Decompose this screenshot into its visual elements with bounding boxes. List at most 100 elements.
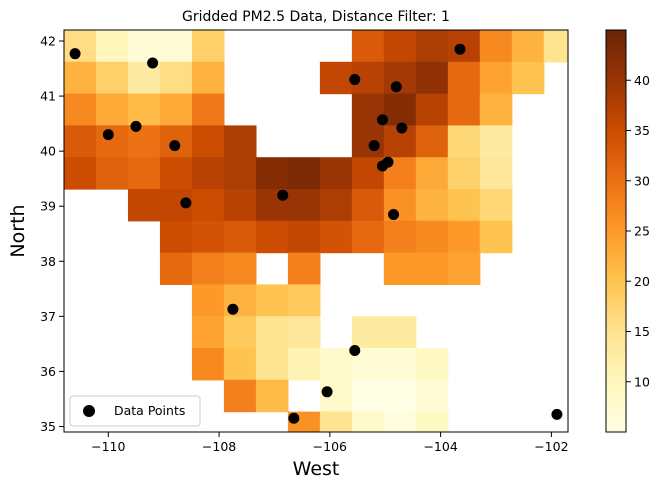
colorbar <box>605 29 627 433</box>
heatmap-cell <box>479 220 513 254</box>
data-point <box>376 160 388 172</box>
heatmap-cell <box>191 93 225 126</box>
y-tick-label: 40 <box>40 144 56 159</box>
heatmap-cell <box>64 157 97 190</box>
heatmap-cell <box>64 125 97 158</box>
heatmap-cell <box>191 348 225 381</box>
heatmap-cell <box>191 30 225 63</box>
data-point <box>227 303 239 315</box>
heatmap-cell <box>415 220 449 254</box>
heatmap-cell <box>255 157 289 190</box>
heatmap-cell <box>223 125 257 158</box>
heatmap-cell <box>415 157 449 190</box>
y-axis-ticks: 35 36 37 38 39 40 41 42 <box>40 34 64 434</box>
heatmap-cell <box>479 125 513 158</box>
heatmap-cell <box>159 157 193 190</box>
data-point <box>102 129 114 141</box>
heatmap-cell <box>319 220 353 254</box>
y-tick-label: 38 <box>40 254 56 269</box>
plot-frame <box>63 29 569 433</box>
heatmap-cell <box>191 125 225 158</box>
heatmap-cell <box>287 157 321 190</box>
heatmap-cell <box>256 443 289 475</box>
heatmap-cell <box>255 379 289 413</box>
colorbar-tick-label: 30 <box>634 173 650 188</box>
heatmap-cell <box>159 220 193 254</box>
heatmap-cell <box>287 316 321 349</box>
data-point <box>277 189 289 201</box>
heatmap-cell <box>319 348 353 381</box>
heatmap-cell <box>352 443 385 475</box>
heatmap-cell <box>479 61 513 95</box>
data-point <box>288 412 300 424</box>
heatmap-cell <box>223 252 257 286</box>
heatmap-cell <box>608 443 641 475</box>
heatmap-cell <box>576 412 609 444</box>
data-point <box>551 408 563 420</box>
heatmap-cell <box>384 443 417 475</box>
heatmap-cell <box>383 252 417 286</box>
heatmap-cell <box>415 61 449 95</box>
heatmap-cell <box>479 93 513 126</box>
heatmap-cell <box>287 189 321 222</box>
heatmap-cell <box>319 157 353 190</box>
heatmap-cell <box>223 316 257 349</box>
heatmap-cell <box>351 220 385 254</box>
x-tick-label: −106 <box>313 439 347 454</box>
heatmap-cell <box>415 189 449 222</box>
colorbar-tick-label: 10 <box>634 374 650 389</box>
x-tick-label: −104 <box>423 439 457 454</box>
heatmap-cell <box>319 189 353 222</box>
heatmap-cell <box>95 30 129 63</box>
y-tick-label: 39 <box>40 199 56 214</box>
heatmap-cell <box>383 379 417 413</box>
heatmap-cell <box>191 61 225 95</box>
heatmap-cell <box>287 220 321 254</box>
heatmap-cell <box>415 411 449 432</box>
colorbar-tick-label: 35 <box>634 123 650 138</box>
heatmap-cell <box>223 189 257 222</box>
heatmap-cell <box>447 125 481 158</box>
heatmap-cell <box>415 348 449 381</box>
heatmap-cell <box>159 252 193 286</box>
x-tick-label: −110 <box>91 439 125 454</box>
heatmap-cell <box>447 220 481 254</box>
heatmap-cell <box>191 220 225 254</box>
colorbar-tick-label: 40 <box>634 73 650 88</box>
heatmap-cell <box>223 157 257 190</box>
data-point <box>130 120 142 132</box>
x-axis-ticks: −110 −108 −106 −104 −102 <box>91 432 569 454</box>
heatmap-cell <box>191 157 225 190</box>
legend-marker <box>83 405 95 417</box>
y-axis-label: North <box>7 204 29 257</box>
heatmap-cell <box>511 30 545 63</box>
heatmap-cell <box>447 93 481 126</box>
heatmap-cell <box>351 316 385 349</box>
heatmap-cell <box>64 30 97 63</box>
colorbar-tick-label: 15 <box>634 324 650 339</box>
y-tick-label: 42 <box>40 34 56 49</box>
heatmap-cell <box>383 411 417 432</box>
heatmap-cell <box>223 379 257 413</box>
heatmap-cell <box>447 252 481 286</box>
heatmap-cell <box>351 125 385 158</box>
heatmap-cell <box>255 316 289 349</box>
chart-title: Gridded PM2.5 Data, Distance Filter: 1 <box>182 9 450 25</box>
heatmap-cell <box>351 379 385 413</box>
y-tick-label: 41 <box>40 89 56 104</box>
legend: Data Points <box>69 395 201 427</box>
heatmap-cell <box>351 30 385 63</box>
heatmap-cell <box>127 157 161 190</box>
colorbar-ticks: 10 15 20 25 30 35 40 <box>626 73 650 389</box>
heatmap-cell <box>255 348 289 381</box>
heatmap-cell <box>255 284 289 317</box>
heatmap-cell <box>383 30 417 63</box>
data-point <box>396 122 408 134</box>
heatmap-cell <box>383 348 417 381</box>
heatmap-cell <box>319 411 353 432</box>
heatmap-cell <box>415 30 449 63</box>
data-point <box>368 140 380 152</box>
heatmap-cell <box>351 411 385 432</box>
heatmap-cell <box>383 220 417 254</box>
